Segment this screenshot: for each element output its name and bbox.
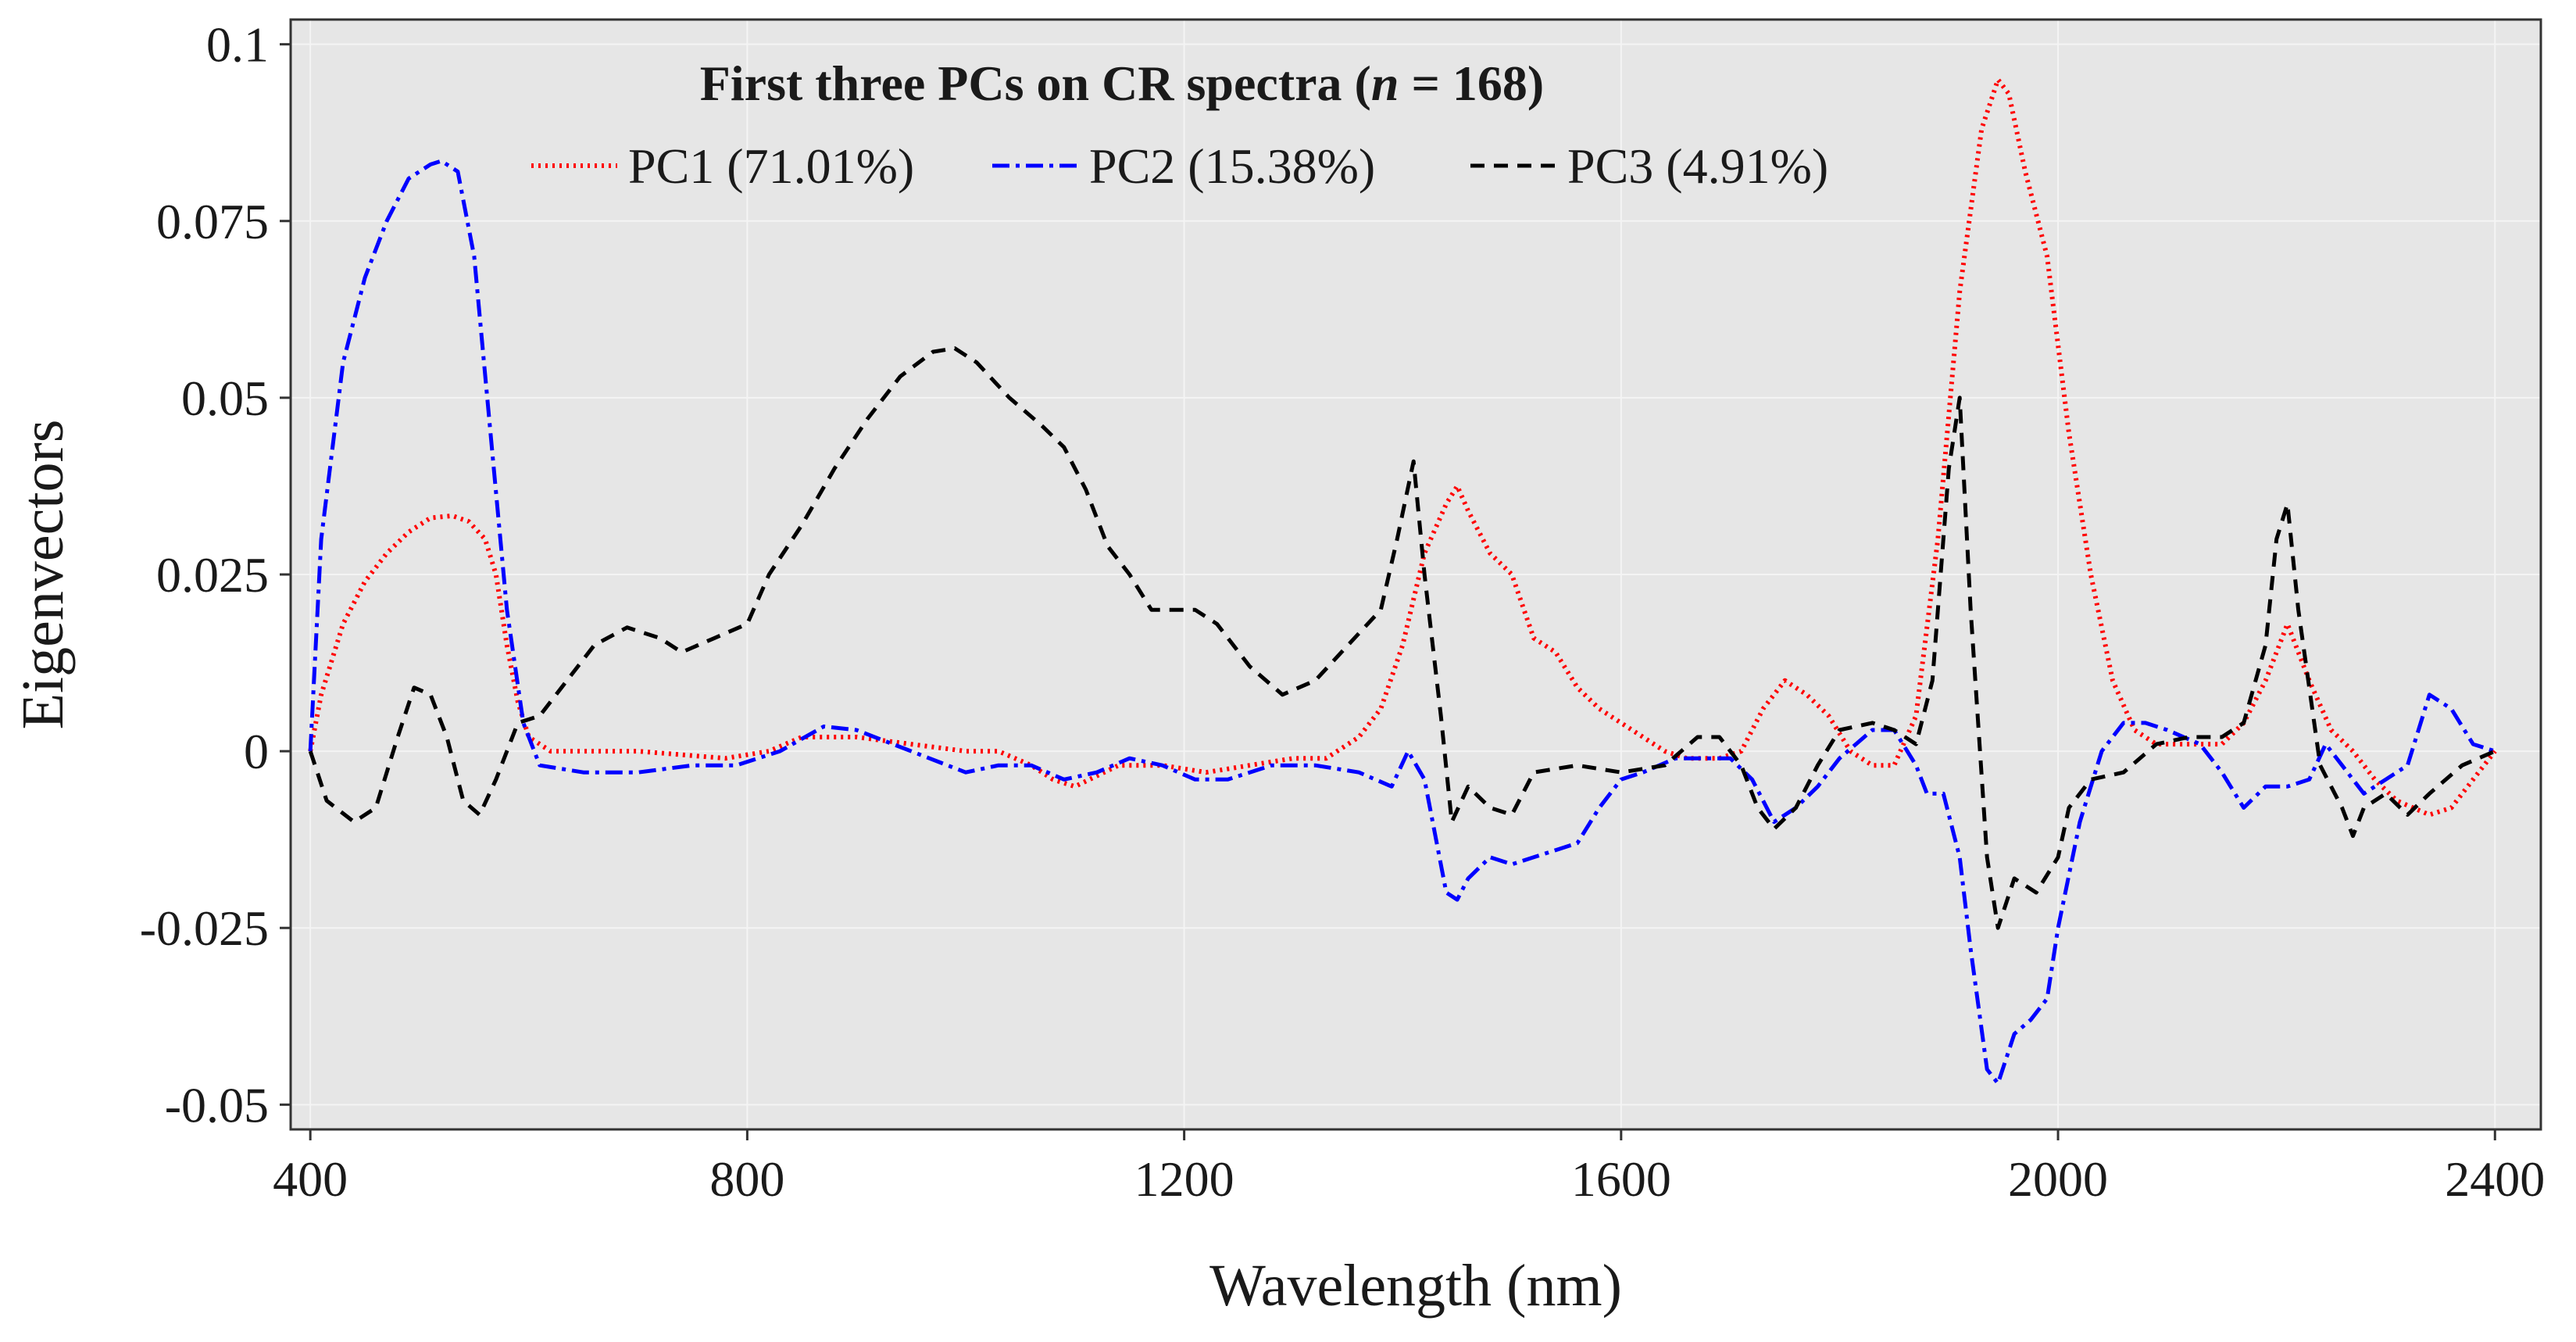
y-tick-label: 0.075: [156, 194, 269, 249]
legend-title: First three PCs on CR spectra (n = 168): [700, 55, 1544, 111]
x-tick-label: 1600: [1571, 1151, 1671, 1207]
x-tick-label: 400: [273, 1151, 348, 1207]
x-tick-label: 800: [709, 1151, 784, 1207]
x-tick-label: 2000: [2008, 1151, 2108, 1207]
x-tick-label: 2400: [2445, 1151, 2545, 1207]
y-tick-label: 0.1: [206, 17, 269, 73]
y-tick-label: -0.05: [165, 1077, 269, 1133]
legend-title-suffix: = 168): [1399, 55, 1544, 111]
series-line-pc2: [308, 159, 2496, 1086]
legend-pc1-label: PC1 (71.01%): [628, 138, 914, 194]
axes: 400 800 1200 1600 2000 2400 -0.05 -0.025 0 0.025 0…: [140, 17, 2546, 1207]
legend-pc3-label: PC3 (4.91%): [1567, 138, 1828, 194]
legend-title-italic: n: [1371, 55, 1399, 111]
grid: [291, 20, 2541, 1129]
y-tick-label: 0: [244, 724, 269, 779]
y-tick-label: 0.05: [181, 370, 269, 426]
series-group: [308, 77, 2497, 1086]
series-line-pc1: [308, 77, 2497, 818]
y-tick-label: 0.025: [156, 547, 269, 603]
legend: First three PCs on CR spectra (n = 168) …: [531, 55, 1828, 194]
y-tick-label: -0.025: [140, 900, 269, 956]
x-axis-title: Wavelength (nm): [1209, 1253, 1622, 1319]
y-axis-title: Eigenvectors: [10, 420, 76, 730]
legend-title-main: First three PCs on CR spectra (: [700, 55, 1371, 111]
x-tick-label: 1200: [1134, 1151, 1234, 1207]
legend-pc2-label: PC2 (15.38%): [1089, 138, 1375, 194]
